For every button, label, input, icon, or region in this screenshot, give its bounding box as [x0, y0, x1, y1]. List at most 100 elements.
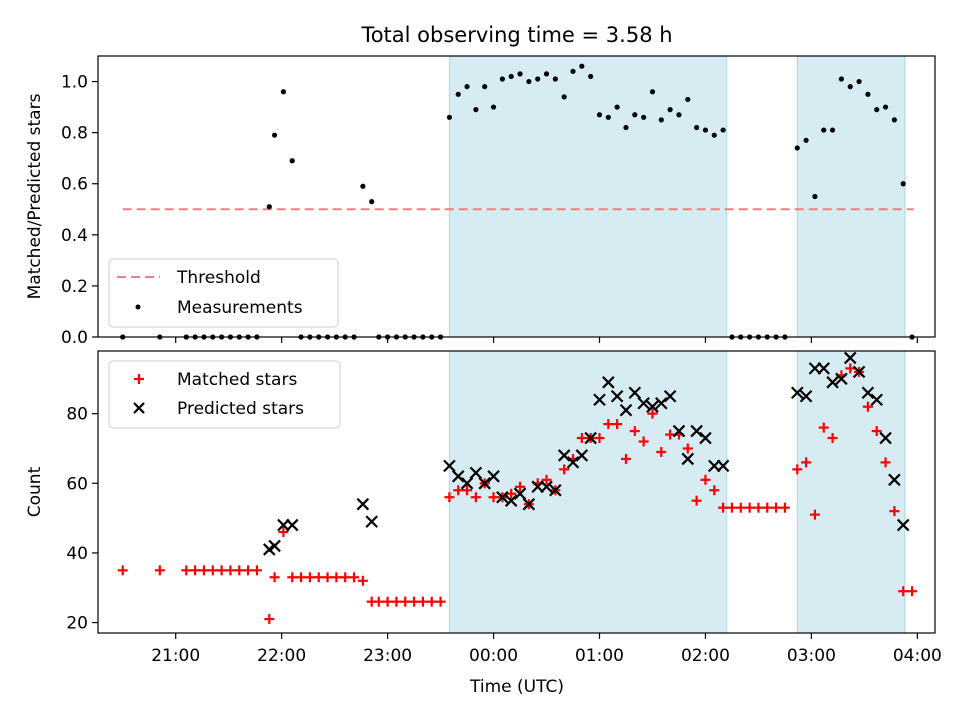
- matched-star-point: [726, 502, 737, 513]
- measurement-point: [676, 112, 682, 118]
- matched-star-point: [753, 502, 764, 513]
- matched-star-point: [880, 457, 891, 468]
- matched-star-point: [647, 408, 658, 419]
- predicted-star-point: [566, 456, 580, 469]
- measurement-point: [369, 199, 375, 205]
- predicted-star-point: [285, 518, 299, 532]
- ratio-y-axis-label: Matched/Predicted stars: [25, 93, 45, 299]
- measurement-point: [280, 89, 287, 95]
- predicted-star-point: [365, 515, 378, 528]
- x-tick-label: 00:00: [469, 646, 518, 666]
- predicted-star-point: [584, 431, 597, 445]
- ratio-panel-frame: [97, 55, 936, 338]
- matched-star-point: [207, 565, 218, 576]
- predicted-star-point: [602, 376, 615, 389]
- measurement-point: [882, 104, 889, 110]
- matched-star-point: [243, 565, 254, 576]
- matched-star-point: [576, 433, 587, 444]
- measurement-point: [632, 112, 638, 118]
- threshold-legend-label: Threshold: [176, 268, 261, 288]
- measurement-point: [588, 73, 594, 80]
- observing-window-1: [448, 350, 728, 634]
- matched-star-point: [488, 492, 499, 503]
- matched-star-point: [181, 565, 192, 576]
- measurement-point: [720, 127, 726, 133]
- x-tick-label: 23:00: [363, 646, 412, 666]
- predicted-star-point: [451, 470, 465, 483]
- measurement-point: [667, 107, 673, 113]
- ratio-y-tick-label: 0.2: [61, 277, 88, 297]
- matched-star-point: [313, 572, 324, 583]
- measurement-point: [579, 63, 585, 69]
- measurement-point: [838, 76, 845, 82]
- predicted-star-point: [843, 351, 857, 365]
- predicted-star-point: [504, 494, 518, 507]
- measurement-point: [891, 117, 897, 123]
- matched-star-point: [771, 502, 782, 513]
- measurement-point: [829, 127, 836, 133]
- measurement-point: [794, 145, 800, 151]
- measurement-point: [649, 89, 656, 95]
- matched-star-point: [845, 363, 856, 374]
- predicted-star-point: [540, 480, 553, 494]
- x-tick-label: 03:00: [787, 646, 836, 666]
- predicted-star-point: [628, 386, 642, 400]
- matched-star-point: [762, 502, 773, 513]
- measurement-point: [614, 104, 620, 110]
- observing-window-2: [796, 350, 906, 634]
- matched-star-point: [331, 572, 342, 583]
- predicted-legend-label: Predicted stars: [177, 399, 304, 419]
- measurement-point: [694, 124, 700, 131]
- predicted-star-point: [619, 403, 633, 417]
- measurement-point: [517, 71, 523, 77]
- measurement-point: [271, 132, 278, 138]
- predicted-star-point: [610, 389, 624, 403]
- measurement-point: [658, 117, 664, 123]
- measurements-legend-label: Measurements: [177, 298, 303, 318]
- measurement-point: [535, 76, 541, 82]
- matched-legend-swatch: [134, 374, 144, 384]
- measurement-point: [685, 96, 691, 103]
- matched-star-point: [889, 506, 900, 517]
- predicted-star-point: [690, 424, 703, 438]
- matched-star-point: [907, 586, 918, 597]
- matched-star-point: [349, 572, 360, 583]
- predicted-star-point: [888, 473, 901, 487]
- predicted-star-point: [478, 477, 491, 490]
- matched-star-point: [435, 596, 446, 607]
- measurement-point: [552, 76, 558, 82]
- matched-star-point: [506, 488, 517, 499]
- measurement-point: [856, 78, 862, 85]
- ratio-y-tick-label: 0.6: [61, 175, 88, 195]
- x-tick-label: 21:00: [151, 646, 200, 666]
- ratio-y-tick-label: 0.0: [61, 328, 88, 348]
- matched-star-point: [665, 429, 676, 440]
- measurement-point: [266, 204, 272, 210]
- ratio-y-tick-label: 0.4: [61, 226, 88, 246]
- matched-star-point: [594, 433, 605, 444]
- count-y-tick-label: 60: [66, 474, 88, 494]
- matched-star-point: [744, 502, 755, 513]
- predicted-star-point: [443, 459, 456, 473]
- predicted-star-point: [487, 470, 500, 483]
- predicted-star-point: [356, 497, 370, 511]
- ratio-y-tick-label: 0.8: [61, 124, 88, 144]
- matched-star-point: [400, 596, 411, 607]
- matched-star-point: [264, 614, 275, 625]
- matched-legend-label: Matched stars: [177, 370, 297, 390]
- predicted-star-point: [646, 400, 659, 413]
- matched-star-point: [612, 419, 623, 430]
- matched-star-point: [382, 596, 393, 607]
- matched-star-point: [117, 565, 128, 576]
- measurement-point: [641, 114, 647, 120]
- predicted-star-point: [268, 539, 281, 553]
- x-tick-label: 22:00: [257, 646, 306, 666]
- x-axis-label: Time (UTC): [469, 677, 564, 697]
- matched-star-point: [462, 485, 473, 496]
- measurement-point: [803, 137, 809, 143]
- matched-star-point: [656, 446, 667, 457]
- figure-title: Total observing time = 3.58 h: [360, 23, 672, 47]
- predicted-star-point: [799, 389, 813, 403]
- matched-star-point: [827, 433, 838, 444]
